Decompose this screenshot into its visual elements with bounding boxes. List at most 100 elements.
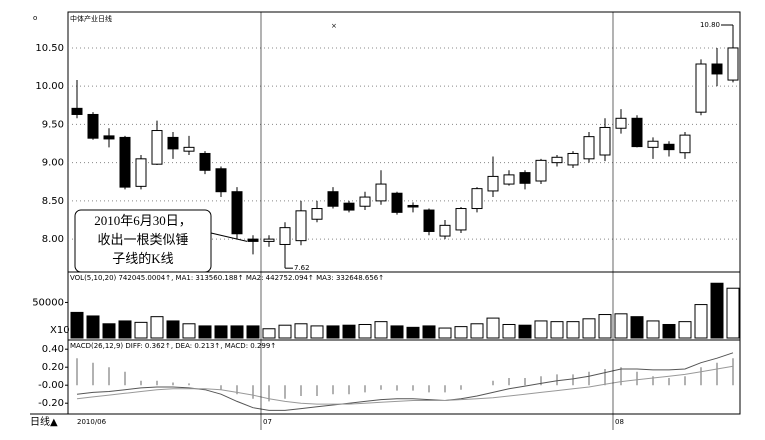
candle-body	[631, 117, 643, 148]
candle-body	[359, 196, 371, 207]
volume-bar	[470, 323, 484, 339]
y-tick-label: 0.40	[42, 344, 64, 355]
volume-bar	[630, 316, 644, 339]
candle-body	[247, 238, 259, 242]
volume-bar	[134, 321, 148, 339]
candle-body	[199, 152, 211, 171]
candle-body	[439, 224, 451, 237]
candle-body	[231, 191, 243, 235]
volume-bar	[374, 321, 388, 339]
candle-body	[103, 135, 115, 140]
y-tick-label: -0.20	[38, 398, 64, 409]
volume-bar	[358, 323, 372, 339]
annotation-text: 2010年6月30日，	[94, 213, 192, 228]
chart-title: 中体产业日线	[70, 14, 112, 23]
y-tick-label: -0.00	[38, 380, 64, 391]
candle-body	[599, 126, 611, 156]
candle-body	[535, 159, 547, 182]
volume-bar	[70, 311, 84, 339]
candle-body	[423, 209, 435, 232]
candle-body	[87, 113, 99, 139]
volume-bar	[646, 320, 660, 339]
volume-bar	[342, 324, 356, 339]
candle-body	[263, 238, 275, 242]
candle-body	[391, 192, 403, 213]
candle-body	[375, 183, 387, 202]
candle-body	[135, 158, 147, 187]
y-tick-label: 0.20	[42, 362, 64, 373]
candle-body	[183, 146, 195, 152]
volume-bar	[246, 325, 260, 339]
high-label: 10.80	[700, 21, 720, 29]
volume-bar	[294, 323, 308, 339]
volume-bar	[182, 323, 196, 339]
candle-body	[615, 117, 627, 129]
volume-bar	[678, 321, 692, 339]
period-label: 日线▲	[30, 415, 58, 428]
volume-bar	[406, 326, 420, 339]
volume-bar	[582, 318, 596, 339]
volume-bar	[198, 325, 212, 339]
x-tick-label: 07	[263, 418, 272, 426]
volume-bar	[86, 315, 100, 339]
candle-body	[311, 208, 323, 220]
candle-body	[151, 130, 163, 165]
candle-body	[295, 210, 307, 242]
volume-bar	[694, 304, 708, 339]
y-tick-label: 8.00	[42, 234, 64, 245]
volume-bar	[710, 282, 724, 339]
volume-bar	[454, 326, 468, 339]
candle-body	[551, 156, 563, 164]
volume-bar	[662, 323, 676, 339]
volume-bar	[214, 325, 228, 339]
volume-bar	[614, 313, 628, 339]
y-tick-label: 9.50	[42, 119, 64, 130]
candle-body	[71, 107, 83, 115]
candle-body	[503, 174, 515, 185]
y-tick-label: 10.50	[35, 43, 64, 54]
candle-body	[487, 175, 499, 192]
y-tick-label: 9.00	[42, 158, 64, 169]
volume-bar	[518, 324, 532, 339]
candle-body	[343, 202, 355, 211]
volume-bar	[262, 328, 276, 339]
volume-bar	[534, 320, 548, 339]
candle-body	[279, 227, 291, 245]
low-label: 7.62	[294, 264, 310, 272]
candle-body	[167, 136, 179, 150]
volume-bar	[326, 325, 340, 339]
volume-bar	[230, 325, 244, 339]
volume-bar	[278, 324, 292, 339]
candle-body	[327, 191, 339, 207]
volume-bar	[566, 321, 580, 339]
volume-bar	[102, 323, 116, 339]
candle-body	[471, 188, 483, 210]
panel-header: MACD(26,12,9) DIFF: 0.362↑, DEA: 0.213↑,…	[70, 342, 276, 350]
volume-bar	[550, 321, 564, 339]
y-tick-label: 10.00	[35, 81, 64, 92]
x-tick-label: 2010/06	[77, 418, 107, 426]
marker: ×	[331, 22, 337, 30]
annotation-text: 收出一根类似锤	[97, 232, 188, 247]
candle-body	[119, 136, 131, 188]
volume-bar	[150, 316, 164, 339]
candle-body	[695, 63, 707, 113]
corner-icon: o	[33, 14, 37, 22]
candle-body	[455, 208, 467, 231]
candle-body	[519, 172, 531, 184]
annotation-box	[74, 209, 212, 273]
volume-bar	[598, 314, 612, 339]
volume-bar	[118, 320, 132, 339]
annotation-arrow	[210, 232, 248, 242]
unit-label: X10	[50, 325, 70, 336]
candle-body	[711, 63, 723, 75]
volume-bar	[166, 320, 180, 339]
volume-bar	[502, 323, 516, 339]
volume-bar	[390, 325, 404, 339]
macd-line	[76, 352, 734, 411]
candle-body	[647, 140, 659, 148]
volume-bar	[422, 325, 436, 339]
x-tick-label: 08	[615, 418, 624, 426]
